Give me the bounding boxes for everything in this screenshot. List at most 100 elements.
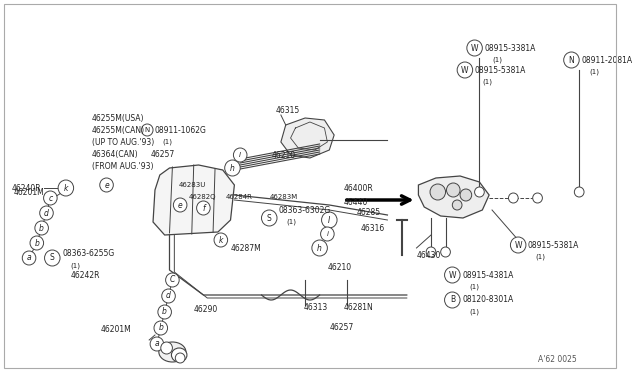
Text: 46287M: 46287M: [230, 244, 261, 253]
Circle shape: [141, 124, 153, 136]
Text: 46282Q: 46282Q: [189, 194, 216, 200]
Text: h: h: [317, 244, 322, 253]
Text: A'62 0025: A'62 0025: [538, 356, 576, 365]
Circle shape: [441, 247, 451, 257]
Text: c: c: [48, 193, 52, 202]
Text: 46316: 46316: [360, 224, 385, 232]
Text: 46257: 46257: [150, 150, 174, 158]
Text: W: W: [449, 270, 456, 279]
Text: k: k: [63, 183, 68, 192]
Text: 46285: 46285: [356, 208, 381, 217]
Text: b: b: [162, 308, 167, 317]
Text: (1): (1): [70, 263, 81, 269]
Text: B: B: [450, 295, 455, 305]
Text: S: S: [50, 253, 54, 263]
Text: 08911-2081A: 08911-2081A: [581, 55, 632, 64]
Circle shape: [312, 240, 328, 256]
Circle shape: [460, 189, 472, 201]
Text: 46440: 46440: [344, 198, 368, 206]
Circle shape: [214, 233, 228, 247]
Circle shape: [44, 191, 57, 205]
Text: S: S: [267, 214, 271, 222]
Text: (1): (1): [589, 69, 599, 75]
Polygon shape: [419, 176, 489, 218]
Circle shape: [321, 227, 334, 241]
Polygon shape: [281, 118, 334, 158]
Circle shape: [511, 237, 526, 253]
Circle shape: [509, 193, 518, 203]
Text: (1): (1): [470, 309, 480, 315]
Circle shape: [564, 52, 579, 68]
Text: 46255M(CAN): 46255M(CAN): [92, 125, 145, 135]
Circle shape: [58, 180, 74, 196]
Circle shape: [40, 206, 53, 220]
Text: i: i: [326, 231, 328, 237]
Text: 08915-5381A: 08915-5381A: [475, 65, 526, 74]
Circle shape: [154, 321, 168, 335]
Text: 46313: 46313: [303, 304, 328, 312]
Text: (1): (1): [483, 79, 492, 85]
Text: W: W: [461, 65, 468, 74]
Circle shape: [447, 183, 460, 197]
Circle shape: [430, 184, 445, 200]
Text: k: k: [219, 235, 223, 244]
Circle shape: [150, 337, 164, 351]
Text: 46257: 46257: [330, 324, 353, 333]
Text: (1): (1): [492, 57, 502, 63]
Text: e: e: [178, 201, 182, 209]
Text: C: C: [170, 276, 175, 285]
Text: I: I: [239, 152, 241, 158]
Text: I: I: [328, 215, 330, 224]
Text: 08915-3381A: 08915-3381A: [484, 44, 536, 52]
Circle shape: [158, 305, 172, 319]
Text: 46201M: 46201M: [100, 326, 131, 334]
Text: 46242R: 46242R: [70, 272, 100, 280]
Text: 46364(CAN): 46364(CAN): [92, 150, 139, 158]
Text: h: h: [230, 164, 235, 173]
Ellipse shape: [159, 342, 186, 362]
Circle shape: [22, 251, 36, 265]
Text: W: W: [471, 44, 478, 52]
Circle shape: [321, 212, 337, 228]
Circle shape: [196, 201, 210, 215]
Text: 46284R: 46284R: [226, 194, 253, 200]
Circle shape: [161, 342, 172, 354]
Text: 46315: 46315: [276, 106, 300, 115]
Polygon shape: [153, 165, 234, 235]
Text: b: b: [35, 238, 39, 247]
Circle shape: [225, 160, 240, 176]
Circle shape: [457, 62, 473, 78]
Text: 08911-1062G: 08911-1062G: [155, 125, 207, 135]
Circle shape: [30, 236, 44, 250]
Circle shape: [234, 148, 247, 162]
Text: e: e: [104, 180, 109, 189]
Text: 46210: 46210: [328, 263, 351, 273]
Text: 46283U: 46283U: [179, 182, 207, 188]
Circle shape: [467, 40, 483, 56]
Text: (1): (1): [287, 219, 297, 225]
Text: 08120-8301A: 08120-8301A: [462, 295, 513, 305]
Circle shape: [175, 353, 185, 363]
Text: 08363-6255G: 08363-6255G: [63, 250, 115, 259]
Circle shape: [173, 198, 187, 212]
Ellipse shape: [172, 348, 187, 362]
Circle shape: [445, 267, 460, 283]
Circle shape: [45, 250, 60, 266]
Text: (1): (1): [536, 254, 546, 260]
Circle shape: [426, 247, 436, 257]
Circle shape: [262, 210, 277, 226]
Text: 46210: 46210: [271, 151, 295, 160]
Circle shape: [35, 221, 49, 235]
Text: 46400R: 46400R: [344, 183, 374, 192]
Text: d: d: [166, 292, 171, 301]
Text: 46255M(USA): 46255M(USA): [92, 113, 145, 122]
Text: a: a: [27, 253, 31, 263]
Circle shape: [574, 187, 584, 197]
Text: d: d: [44, 208, 49, 218]
Text: 08363-6302G: 08363-6302G: [279, 205, 331, 215]
Text: b: b: [39, 224, 44, 232]
Text: 08915-4381A: 08915-4381A: [462, 270, 513, 279]
Text: (FROM AUG.'93): (FROM AUG.'93): [92, 161, 154, 170]
Circle shape: [162, 289, 175, 303]
Text: f: f: [202, 203, 205, 212]
